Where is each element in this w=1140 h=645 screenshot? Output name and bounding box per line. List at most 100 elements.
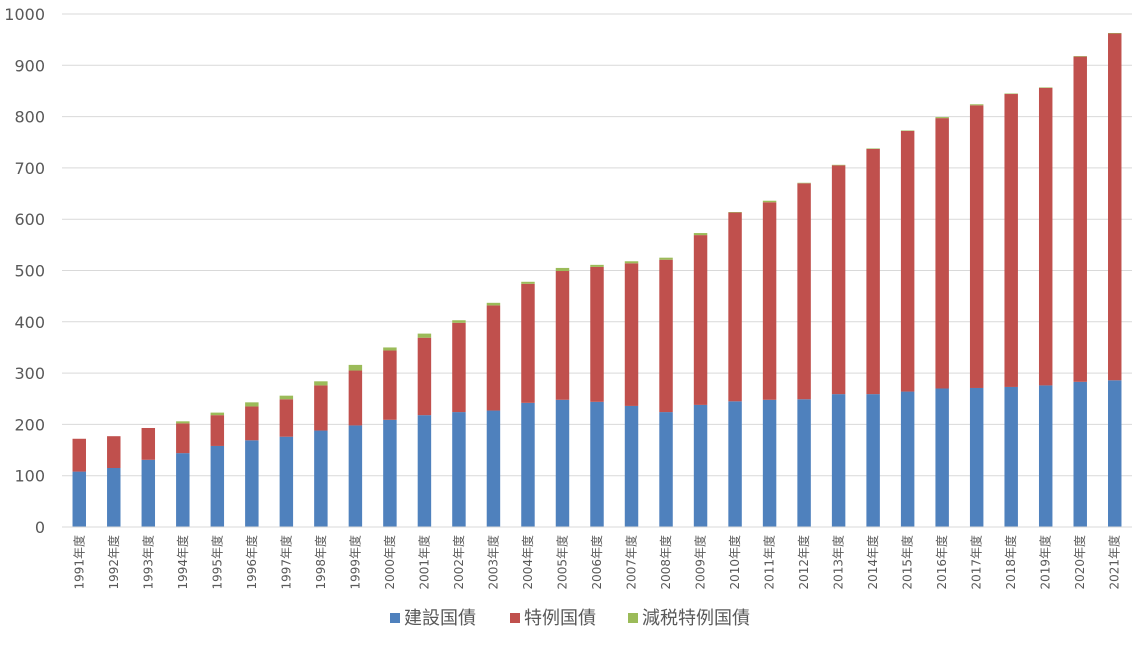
bar-segment-1 <box>1073 381 1087 527</box>
bar-segment-3 <box>797 182 811 184</box>
x-axis-ticks: 1991年度 1992年度 1993年度 1994年度 1995年度 1996年度 1997… <box>71 535 1121 590</box>
bar-segment-1 <box>72 471 86 527</box>
x-tick-label: 2018年度 <box>1003 535 1018 590</box>
bar-segment-1 <box>555 399 570 527</box>
bar-segment-2 <box>210 415 225 446</box>
bar-segment-3 <box>900 130 915 131</box>
bar-segment-2 <box>486 305 501 411</box>
bar-segment-3 <box>762 200 777 203</box>
bar-segment-1 <box>141 459 156 527</box>
bar-segment-2 <box>555 271 570 400</box>
x-tick-label: 2010年度 <box>727 535 742 590</box>
bar-segment-2 <box>245 406 259 441</box>
x-tick-label: 1998年度 <box>313 535 328 590</box>
bar-segment-3 <box>176 421 190 424</box>
x-tick-label: 2003年度 <box>485 535 500 590</box>
x-tick-label: 1992年度 <box>106 535 121 590</box>
bar-segment-3 <box>831 164 846 166</box>
bar-segment-3 <box>279 395 294 400</box>
x-tick-label: 2009年度 <box>693 535 708 590</box>
bar-segment-1 <box>728 401 742 527</box>
bar-segment-3 <box>1108 32 1122 34</box>
bar-segment-2 <box>383 350 397 420</box>
y-tick-label: 700 <box>14 159 45 178</box>
x-tick-label: 2004年度 <box>520 535 535 590</box>
bar-segment-1 <box>900 391 915 527</box>
bar-segment-1 <box>659 412 673 527</box>
bar-segment-1 <box>762 399 777 527</box>
x-tick-label: 2019年度 <box>1038 535 1053 590</box>
bar-segment-3 <box>348 364 363 371</box>
x-tick-label: 2015年度 <box>900 535 915 590</box>
bar-segment-3 <box>417 333 432 338</box>
legend-swatch <box>390 613 400 623</box>
bar-segment-3 <box>210 412 225 416</box>
bar-segment-3 <box>486 302 501 306</box>
y-tick-label: 200 <box>14 415 45 434</box>
bar-segment-2 <box>797 183 811 400</box>
y-tick-label: 600 <box>14 210 45 229</box>
x-tick-label: 1993年度 <box>140 535 155 590</box>
bar-segment-2 <box>279 399 294 437</box>
bar-segment-2 <box>935 118 949 389</box>
bar-segment-1 <box>624 405 639 527</box>
bar-segment-2 <box>107 436 121 469</box>
x-tick-label: 2012年度 <box>796 535 811 590</box>
x-tick-label: 2014年度 <box>865 535 880 590</box>
bar-segment-2 <box>1038 87 1053 386</box>
bar-segment-2 <box>762 202 777 400</box>
bar-segment-1 <box>1038 385 1053 527</box>
x-tick-label: 1997年度 <box>278 535 293 590</box>
bar-segment-1 <box>590 401 604 527</box>
x-tick-label: 1995年度 <box>209 535 224 590</box>
bar-segment-3 <box>314 381 328 386</box>
bar-segment-3 <box>1004 93 1018 95</box>
x-tick-label: 2017年度 <box>969 535 984 590</box>
bar-segment-3 <box>452 320 466 323</box>
bar-segment-1 <box>693 404 708 527</box>
legend-swatch <box>628 613 638 623</box>
x-tick-label: 2001年度 <box>416 535 431 590</box>
bar-segment-2 <box>866 148 880 395</box>
bar-segment-3 <box>969 104 984 106</box>
bar-segment-1 <box>417 415 432 527</box>
legend: 建設国債 特例国債 減税特例国債 <box>390 608 750 629</box>
x-tick-label: 2016年度 <box>934 535 949 590</box>
bar-segment-1 <box>486 410 501 527</box>
y-tick-label: 800 <box>14 108 45 127</box>
bar-segment-3 <box>555 267 570 272</box>
bar-segment-2 <box>1004 94 1018 387</box>
legend-label: 減税特例国債 <box>642 608 750 629</box>
bar-segment-3 <box>383 347 397 351</box>
bar-segment-2 <box>176 423 190 454</box>
x-tick-label: 2007年度 <box>624 535 639 590</box>
bar-segment-3 <box>521 281 535 284</box>
bar-segment-3 <box>245 402 259 407</box>
bar-segment-1 <box>797 399 811 527</box>
x-tick-label: 2000年度 <box>382 535 397 590</box>
bar-segment-2 <box>831 165 846 395</box>
bar-segment-1 <box>210 445 225 527</box>
x-tick-label: 2020年度 <box>1072 535 1087 590</box>
y-tick-label: 300 <box>14 364 45 383</box>
x-tick-label: 1996年度 <box>244 535 259 590</box>
bar-segment-1 <box>521 402 535 527</box>
x-tick-label: 1991年度 <box>71 535 86 590</box>
bar-segment-3 <box>728 212 742 213</box>
y-tick-label: 400 <box>14 313 45 332</box>
bar-segment-3 <box>693 233 708 236</box>
bar-segment-1 <box>314 430 328 527</box>
bar-segment-2 <box>417 337 432 416</box>
bar-segment-1 <box>935 388 949 527</box>
bar-segment-2 <box>693 235 708 405</box>
bar-segment-2 <box>452 322 466 413</box>
bar-segment-2 <box>659 259 673 413</box>
bar-segment-1 <box>866 394 880 527</box>
x-tick-label: 2013年度 <box>831 535 846 590</box>
bar-segment-1 <box>383 419 397 527</box>
bar-segment-3 <box>1038 87 1053 88</box>
x-tick-label: 2006年度 <box>589 535 604 590</box>
bar-segment-1 <box>176 453 190 527</box>
